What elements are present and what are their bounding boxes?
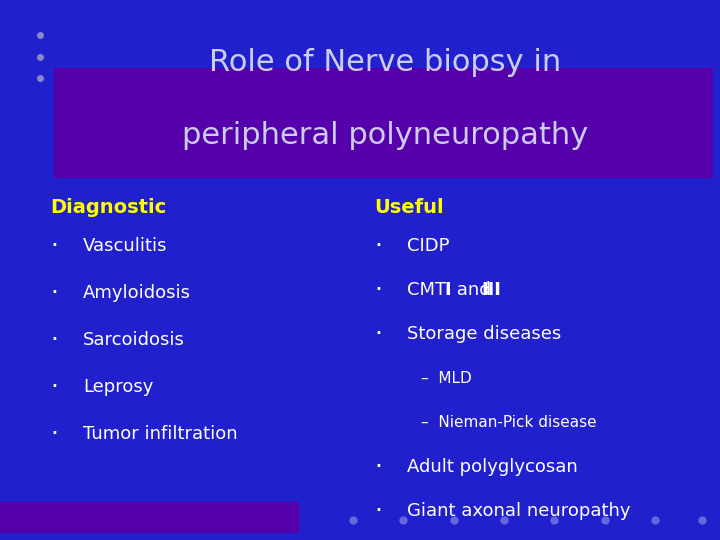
Text: ·: · [50,375,58,399]
Text: Leprosy: Leprosy [83,377,153,396]
Text: ·: · [374,278,382,302]
Bar [0,502,299,533]
Bar [54,68,713,178]
Text: Tumor infiltration: Tumor infiltration [83,424,238,443]
Text: Giant axonal neuropathy: Giant axonal neuropathy [407,502,630,521]
Text: Vasculitis: Vasculitis [83,237,167,255]
Text: peripheral polyneuropathy: peripheral polyneuropathy [182,120,588,150]
Text: ·: · [50,328,58,352]
Text: Adult polyglycosan: Adult polyglycosan [407,458,577,476]
Text: Storage diseases: Storage diseases [407,325,561,343]
Text: –  Nieman-Pick disease: – Nieman-Pick disease [421,415,597,430]
Text: CIDP: CIDP [407,237,449,255]
Text: and: and [451,281,497,299]
Text: Amyloidosis: Amyloidosis [83,284,191,302]
Text: ·: · [50,281,58,305]
Text: Useful: Useful [374,198,444,218]
Text: ·: · [374,322,382,346]
Text: I: I [444,281,451,299]
Text: Sarcoidosis: Sarcoidosis [83,330,184,349]
Text: ·: · [374,500,382,523]
Text: –  MLD: – MLD [421,371,472,386]
Text: Diagnostic: Diagnostic [50,198,166,218]
Text: ·: · [374,455,382,479]
Text: ·: · [50,234,58,258]
Text: CMT: CMT [407,281,451,299]
Text: ·: · [374,234,382,258]
Text: ·: · [50,422,58,446]
Text: III: III [481,281,501,299]
Text: Role of Nerve biopsy in: Role of Nerve biopsy in [209,48,562,77]
